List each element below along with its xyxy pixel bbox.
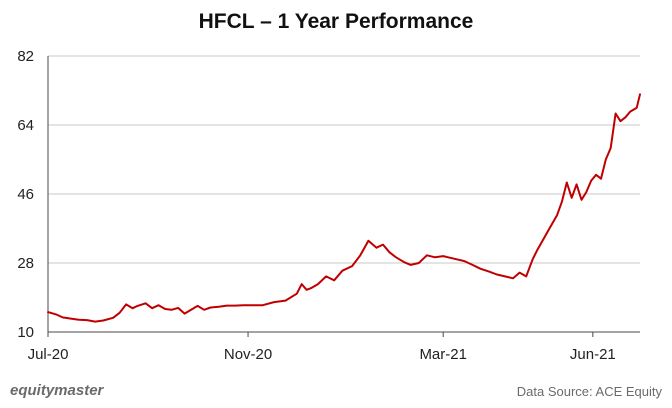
x-tick-label-Mar-21: Mar-21 xyxy=(419,346,467,363)
gridlines xyxy=(48,55,640,333)
y-axis-ticks: 10 28 46 64 82 xyxy=(17,48,34,341)
y-tick-label-64: 64 xyxy=(17,117,34,134)
y-tick-label-82: 82 xyxy=(17,48,34,65)
x-tick-label-Jun-21: Jun-21 xyxy=(570,346,616,363)
y-tick-label-28: 28 xyxy=(17,255,34,272)
x-axis-ticks: Jul-20 Nov-20 Mar-21 Jun-21 xyxy=(28,332,616,363)
data-source-note: Data Source: ACE Equity xyxy=(516,384,662,399)
series-line-0 xyxy=(47,93,641,323)
x-tick-label-Jul-20: Jul-20 xyxy=(28,346,69,363)
y-tick-label-46: 46 xyxy=(17,186,34,203)
y-tick-label-10: 10 xyxy=(17,324,34,341)
axes xyxy=(47,56,640,333)
brand-logo: equitymaster xyxy=(10,382,104,399)
x-tick-label-Nov-20: Nov-20 xyxy=(224,346,272,363)
chart-title: HFCL – 1 Year Performance xyxy=(198,10,474,33)
series-group xyxy=(47,93,641,323)
